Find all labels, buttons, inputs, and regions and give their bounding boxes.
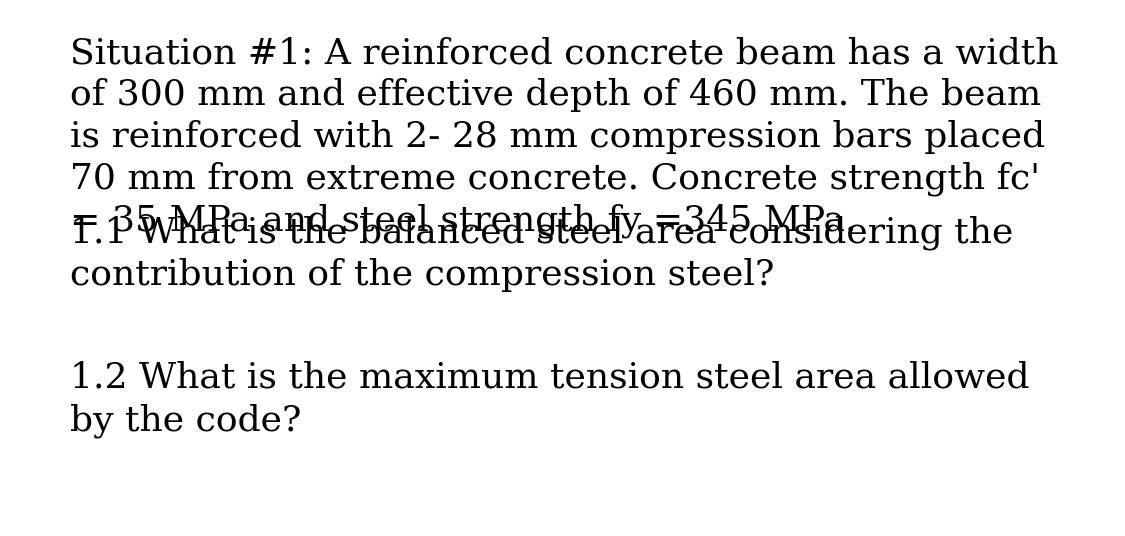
Text: = 35 MPa and steel strength fy =345 MPa.: = 35 MPa and steel strength fy =345 MPa. [70, 204, 856, 239]
Text: 70 mm from extreme concrete. Concrete strength fc': 70 mm from extreme concrete. Concrete st… [70, 162, 1041, 197]
Text: 1.1 What is the balanced steel area considering the: 1.1 What is the balanced steel area cons… [70, 216, 1014, 250]
Text: by the code?: by the code? [70, 403, 302, 437]
Text: is reinforced with 2- 28 mm compression bars placed: is reinforced with 2- 28 mm compression … [70, 120, 1045, 154]
Text: Situation #1: A reinforced concrete beam has a width: Situation #1: A reinforced concrete beam… [70, 36, 1059, 70]
Text: of 300 mm and effective depth of 460 mm. The beam: of 300 mm and effective depth of 460 mm.… [70, 78, 1042, 112]
Text: contribution of the compression steel?: contribution of the compression steel? [70, 258, 774, 292]
Text: 1.2 What is the maximum tension steel area allowed: 1.2 What is the maximum tension steel ar… [70, 361, 1029, 395]
